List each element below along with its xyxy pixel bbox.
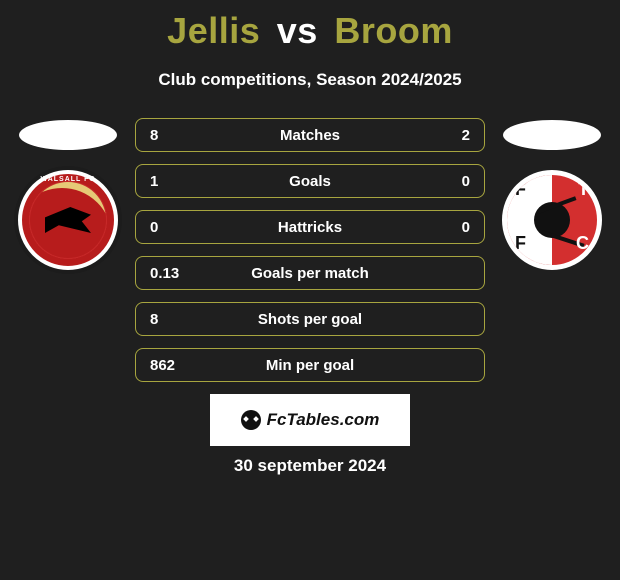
player2-name: Broom xyxy=(334,10,453,51)
stat-label: Goals per match xyxy=(192,265,428,282)
crest-letter: F xyxy=(515,179,526,200)
spotlight-ellipse-left xyxy=(19,120,117,150)
stat-value-player1: 1 xyxy=(150,173,192,190)
brand-box: FcTables.com xyxy=(210,394,410,446)
stat-value-player1: 0.13 xyxy=(150,265,192,282)
stat-row: 8Matches2 xyxy=(135,118,485,152)
crest-letter: T xyxy=(578,179,589,200)
stat-label: Matches xyxy=(192,127,428,144)
crest-inner xyxy=(30,182,106,258)
stat-value-player1: 8 xyxy=(150,311,192,328)
stat-value-player1: 8 xyxy=(150,127,192,144)
stat-label: Min per goal xyxy=(192,357,428,374)
stat-row: 862Min per goal xyxy=(135,348,485,382)
stat-value-player2: 0 xyxy=(428,219,470,236)
date-label: 30 september 2024 xyxy=(0,456,620,476)
player1-name: Jellis xyxy=(167,10,260,51)
crest-letter: C xyxy=(576,233,589,254)
stat-row: 0Hattricks0 xyxy=(135,210,485,244)
brand-text: FcTables.com xyxy=(267,410,380,430)
stat-row: 0.13Goals per match xyxy=(135,256,485,290)
player2-crest-wrap: F F T C xyxy=(498,120,606,250)
stat-value-player2: 2 xyxy=(428,127,470,144)
player1-crest-wrap: WALSALL FC xyxy=(14,120,122,250)
stat-label: Shots per goal xyxy=(192,311,428,328)
stat-label: Goals xyxy=(192,173,428,190)
title: Jellis vs Broom xyxy=(0,0,620,52)
spotlight-ellipse-right xyxy=(503,120,601,150)
stat-row: 8Shots per goal xyxy=(135,302,485,336)
walsall-fc-crest: WALSALL FC xyxy=(18,170,118,270)
stat-value-player1: 0 xyxy=(150,219,192,236)
stat-label: Hattricks xyxy=(192,219,428,236)
comparison-card: Jellis vs Broom Club competitions, Seaso… xyxy=(0,0,620,90)
stats-column: 8Matches21Goals00Hattricks00.13Goals per… xyxy=(135,118,485,394)
crest-text: WALSALL FC xyxy=(22,176,114,183)
vs-label: vs xyxy=(277,10,318,51)
subtitle: Club competitions, Season 2024/2025 xyxy=(0,70,620,90)
stat-row: 1Goals0 xyxy=(135,164,485,198)
stat-value-player2: 0 xyxy=(428,173,470,190)
soccer-ball-icon xyxy=(241,410,261,430)
fleetwood-town-crest: F F T C xyxy=(502,170,602,270)
stat-value-player1: 862 xyxy=(150,357,192,374)
crest-letter: F xyxy=(515,233,526,254)
